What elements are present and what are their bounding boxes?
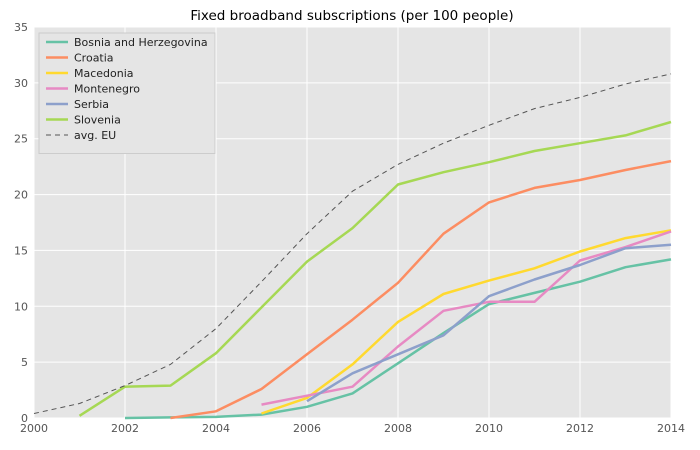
- series-line-6: [33, 73, 672, 414]
- legend-label: avg. EU: [74, 129, 116, 142]
- x-tick-label: 2000: [20, 422, 48, 435]
- y-tick-label: 10: [14, 300, 28, 313]
- x-tick-label: 2010: [475, 422, 503, 435]
- legend: Bosnia and Herzegovina Croatia Macedonia Mo…: [38, 32, 216, 154]
- y-tick-label: 20: [14, 189, 28, 202]
- legend-label: Slovenia: [74, 114, 121, 127]
- legend-label: Croatia: [74, 52, 114, 65]
- legend-label: Serbia: [74, 98, 109, 111]
- series-line-2: [261, 229, 672, 415]
- series-line-5: [78, 120, 672, 417]
- series-line-3: [261, 230, 672, 406]
- x-tick-label: 2006: [293, 422, 321, 435]
- legend-label: Bosnia and Herzegovina: [74, 36, 208, 49]
- y-axis: 0 5 10 15 20 25 30 35: [14, 21, 28, 425]
- x-tick-label: 2008: [384, 422, 412, 435]
- x-axis: 2000 2002 2004 2006 2008 2010 2012 2014: [20, 422, 685, 435]
- y-tick-label: 35: [14, 21, 28, 34]
- y-tick-label: 0: [21, 412, 28, 425]
- y-tick-label: 15: [14, 244, 28, 257]
- series-line-4: [306, 243, 672, 403]
- legend-label: Macedonia: [74, 67, 134, 80]
- y-tick-label: 25: [14, 133, 28, 146]
- x-tick-label: 2014: [657, 422, 685, 435]
- chart-title: Fixed broadband subscriptions (per 100 p…: [190, 8, 513, 24]
- legend-label: Montenegro: [74, 83, 140, 96]
- series-line-0: [124, 258, 672, 420]
- legend-box: [38, 32, 216, 154]
- x-tick-label: 2004: [202, 422, 230, 435]
- series-lines: [33, 73, 672, 420]
- x-tick-label: 2002: [111, 422, 139, 435]
- x-tick-label: 2012: [566, 422, 594, 435]
- y-tick-label: 30: [14, 77, 28, 90]
- series-line-1: [170, 159, 672, 420]
- y-tick-label: 5: [21, 356, 28, 369]
